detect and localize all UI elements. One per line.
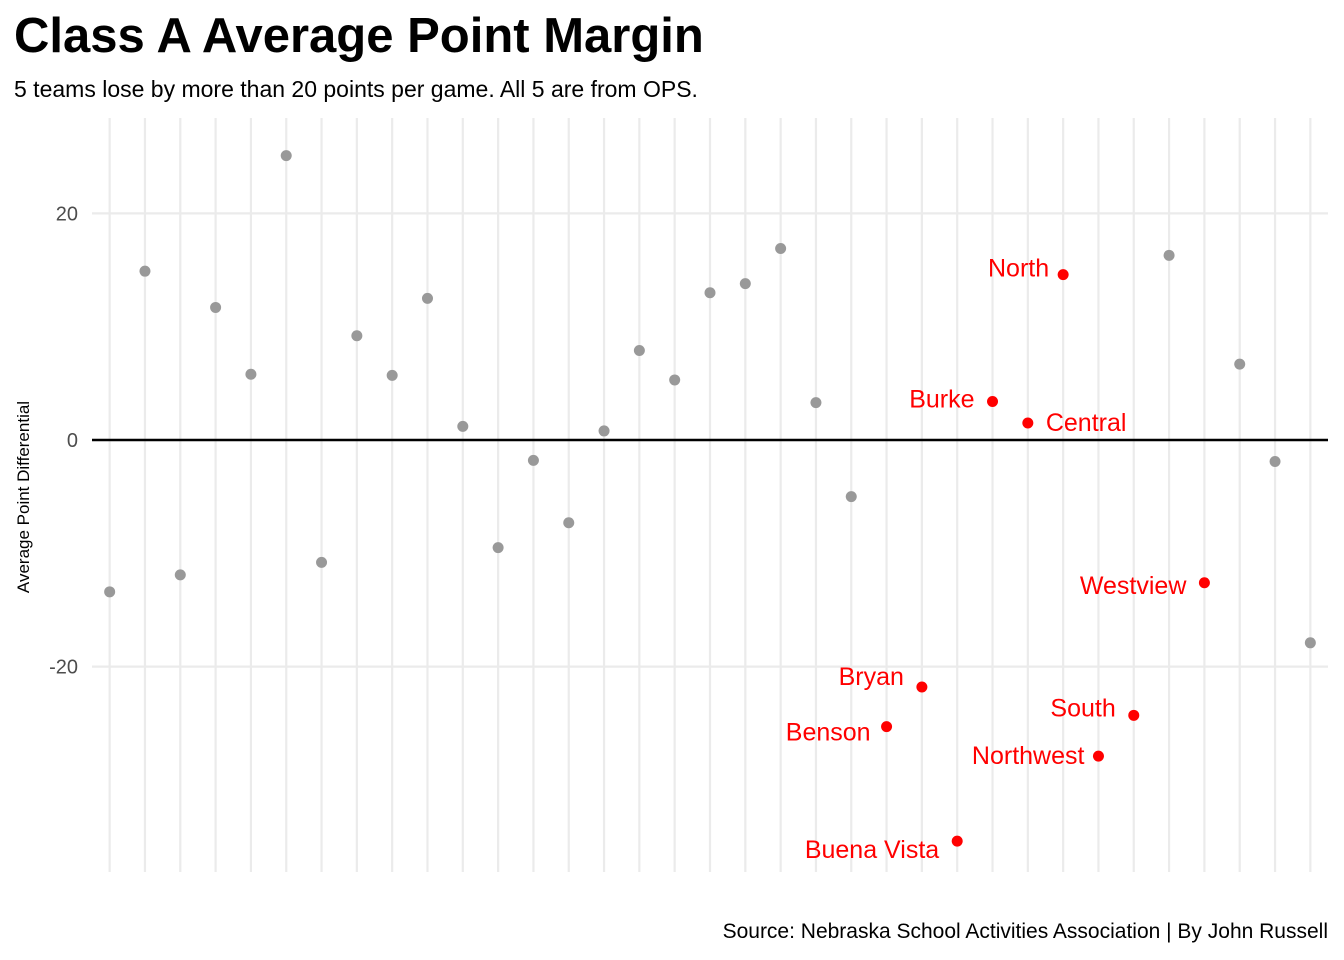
chart-caption: Source: Nebraska School Activities Assoc… bbox=[722, 920, 1328, 943]
point-label: North bbox=[988, 255, 1049, 283]
data-point bbox=[351, 330, 363, 342]
data-point bbox=[633, 344, 645, 356]
data-point bbox=[527, 454, 539, 466]
vertical-gridlines bbox=[108, 118, 1312, 872]
point-label: South bbox=[1050, 694, 1115, 722]
point-label: Burke bbox=[909, 385, 974, 413]
highlighted-data-point bbox=[881, 721, 893, 733]
y-tick-label: 20 bbox=[56, 203, 78, 225]
data-point bbox=[139, 265, 151, 277]
point-labels: Benson Bryan Buena Vista Burke Central North N… bbox=[786, 255, 1188, 864]
highlighted-data-point bbox=[1057, 269, 1069, 281]
y-axis-label: Average Point Differential bbox=[14, 401, 33, 593]
data-point bbox=[704, 287, 716, 299]
data-point bbox=[174, 569, 186, 581]
data-point bbox=[1269, 456, 1281, 468]
data-point bbox=[316, 556, 328, 568]
data-point bbox=[492, 542, 504, 554]
data-point bbox=[775, 243, 787, 255]
y-tick-label: -20 bbox=[49, 657, 78, 679]
data-point bbox=[104, 586, 116, 598]
chart-subtitle: 5 teams lose by more than 20 points per … bbox=[14, 76, 698, 102]
point-label: Central bbox=[1046, 409, 1127, 437]
y-tick-label: 0 bbox=[67, 430, 78, 452]
highlighted-data-point bbox=[1022, 417, 1034, 429]
data-point bbox=[245, 368, 257, 380]
highlighted-data-point bbox=[1198, 577, 1210, 589]
point-label: Buena Vista bbox=[805, 836, 939, 864]
data-point bbox=[739, 278, 751, 290]
data-point bbox=[457, 420, 469, 432]
data-point bbox=[1304, 637, 1316, 649]
data-point bbox=[845, 491, 857, 503]
y-tick-labels: 20 0 -20 bbox=[49, 203, 78, 678]
point-label: Northwest bbox=[972, 742, 1085, 770]
highlighted-data-point bbox=[916, 681, 928, 693]
data-point bbox=[421, 292, 433, 304]
data-point bbox=[669, 374, 681, 386]
point-label: Bryan bbox=[839, 663, 904, 691]
data-point bbox=[210, 301, 222, 313]
data-point bbox=[563, 517, 575, 529]
data-points bbox=[104, 150, 1316, 847]
data-point bbox=[280, 150, 292, 162]
highlighted-data-point bbox=[951, 835, 963, 847]
point-label: Westview bbox=[1080, 572, 1187, 600]
data-point bbox=[386, 369, 398, 381]
highlighted-data-point bbox=[1128, 709, 1140, 721]
data-point bbox=[1234, 358, 1246, 370]
highlighted-data-point bbox=[1092, 750, 1104, 762]
data-point bbox=[598, 425, 610, 437]
highlighted-data-point bbox=[987, 395, 999, 407]
point-label: Benson bbox=[786, 719, 871, 747]
chart-title: Class A Average Point Margin bbox=[14, 9, 704, 63]
data-point bbox=[810, 397, 822, 409]
data-point bbox=[1163, 249, 1175, 261]
